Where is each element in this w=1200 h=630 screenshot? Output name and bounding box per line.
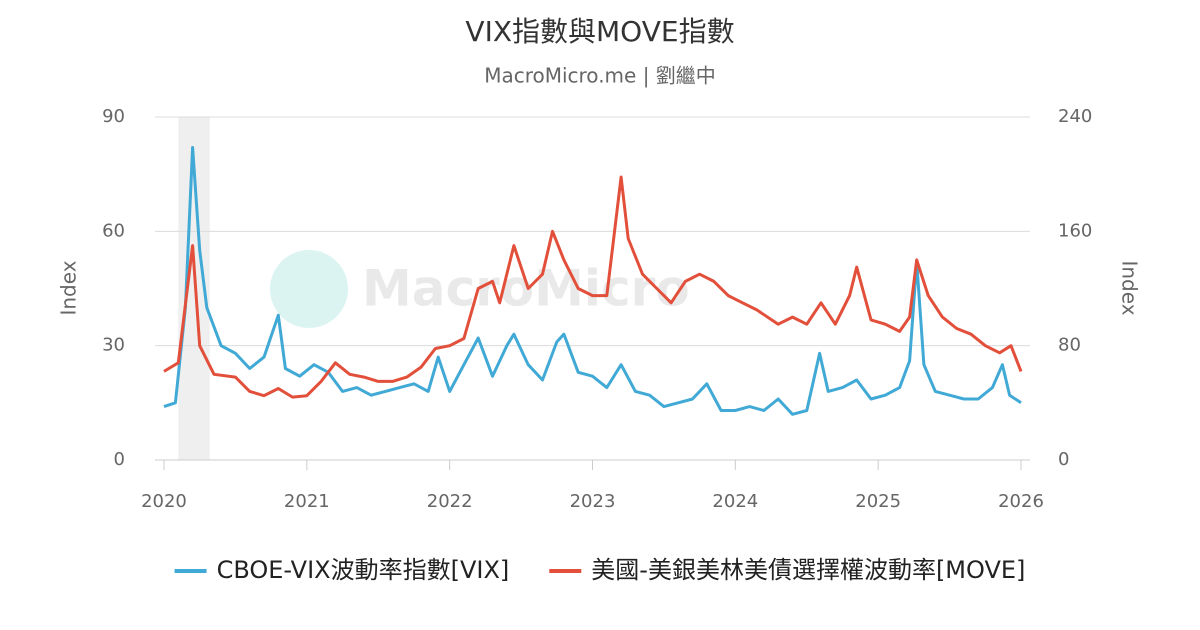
legend-label: CBOE-VIX波動率指數[VIX] (217, 556, 510, 584)
x-tick-label: 2025 (855, 491, 901, 512)
x-tick-label: 2026 (998, 491, 1044, 512)
y2-tick-label: 160 (1058, 220, 1092, 241)
y-axis-label: Index (57, 260, 81, 315)
y-tick-label: 0 (114, 449, 125, 470)
legend-label: 美國-美銀美林美債選擇權波動率[MOVE] (591, 556, 1025, 584)
y2-axis-label: Index (1118, 260, 1142, 315)
y2-tick-label: 0 (1058, 449, 1069, 470)
chart-subtitle: MacroMicro.me | 劉繼中 (484, 64, 716, 88)
series-line (163, 146, 1022, 416)
chart-title: VIX指數與MOVE指數 (465, 15, 734, 48)
y-tick-label: 60 (102, 220, 125, 241)
y2-tick-label: 80 (1058, 335, 1081, 356)
series-line (163, 175, 1023, 399)
x-tick-label: 2021 (284, 491, 330, 512)
x-tick-label: 2023 (570, 491, 616, 512)
y-tick-label: 30 (102, 335, 125, 356)
watermark-icon (270, 250, 348, 328)
watermark-text: MacroMicro (362, 260, 690, 318)
y2-tick-label: 240 (1058, 106, 1092, 127)
x-tick-label: 2020 (141, 491, 187, 512)
x-tick-label: 2024 (712, 491, 758, 512)
watermark: MacroMicro (270, 250, 690, 328)
x-tick-label: 2022 (427, 491, 473, 512)
legend: CBOE-VIX波動率指數[VIX] 美國-美銀美林美債選擇權波動率[MOVE] (174, 556, 1025, 584)
y-tick-label: 90 (102, 106, 125, 127)
